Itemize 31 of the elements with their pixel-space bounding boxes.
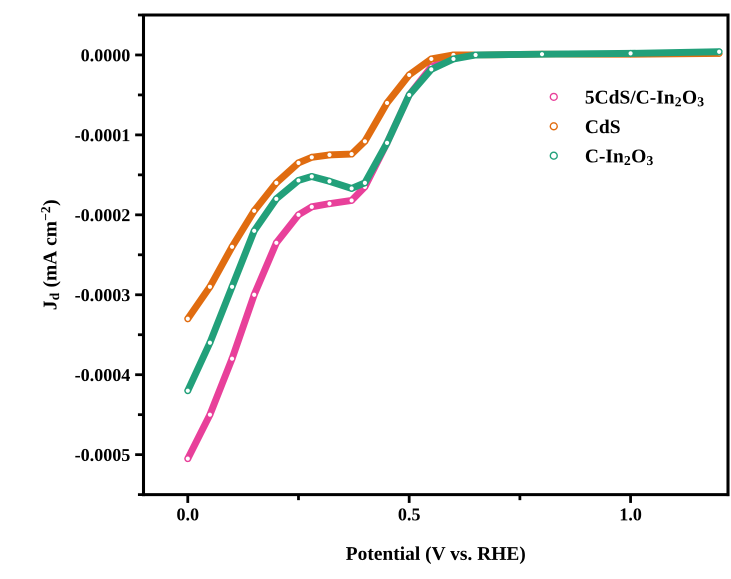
x-tick-label: 1.0 [620, 508, 642, 521]
y-tick-label: -0.0002 [75, 209, 130, 222]
point [228, 243, 236, 250]
point [384, 99, 391, 106]
point [206, 283, 214, 290]
point [326, 178, 333, 185]
point [406, 71, 413, 78]
y-tick-label: -0.0001 [75, 129, 130, 142]
legend-label: CdS [586, 120, 620, 134]
y-tick-label: -0.0004 [75, 368, 130, 382]
point [361, 138, 368, 145]
point [272, 179, 280, 186]
point [250, 207, 258, 214]
point [326, 151, 333, 158]
point [184, 387, 192, 394]
x-tick-label: 0.5 [398, 508, 420, 521]
legend-label: C-In$_{2}$O$_{3}$ [586, 149, 653, 166]
x-tick-label: 0.0 [177, 508, 198, 521]
y-axis-title: J$_{d}$ (mA cm$^{−2}$) [41, 200, 61, 310]
y-tick-label: -0.0005 [75, 448, 130, 462]
y-tick-label: -0.0003 [75, 289, 130, 302]
point [295, 176, 302, 184]
point [184, 315, 192, 322]
point [326, 200, 333, 208]
x-axis-title: Potential (V vs. RHE) [346, 546, 525, 564]
point [272, 195, 280, 202]
legend-label: 5CdS/C-In$_{2}$O$_{3}$ [586, 90, 704, 106]
y-tick-label: 0.0000 [81, 49, 130, 62]
point [184, 455, 192, 462]
point [295, 159, 302, 166]
point [295, 211, 302, 218]
